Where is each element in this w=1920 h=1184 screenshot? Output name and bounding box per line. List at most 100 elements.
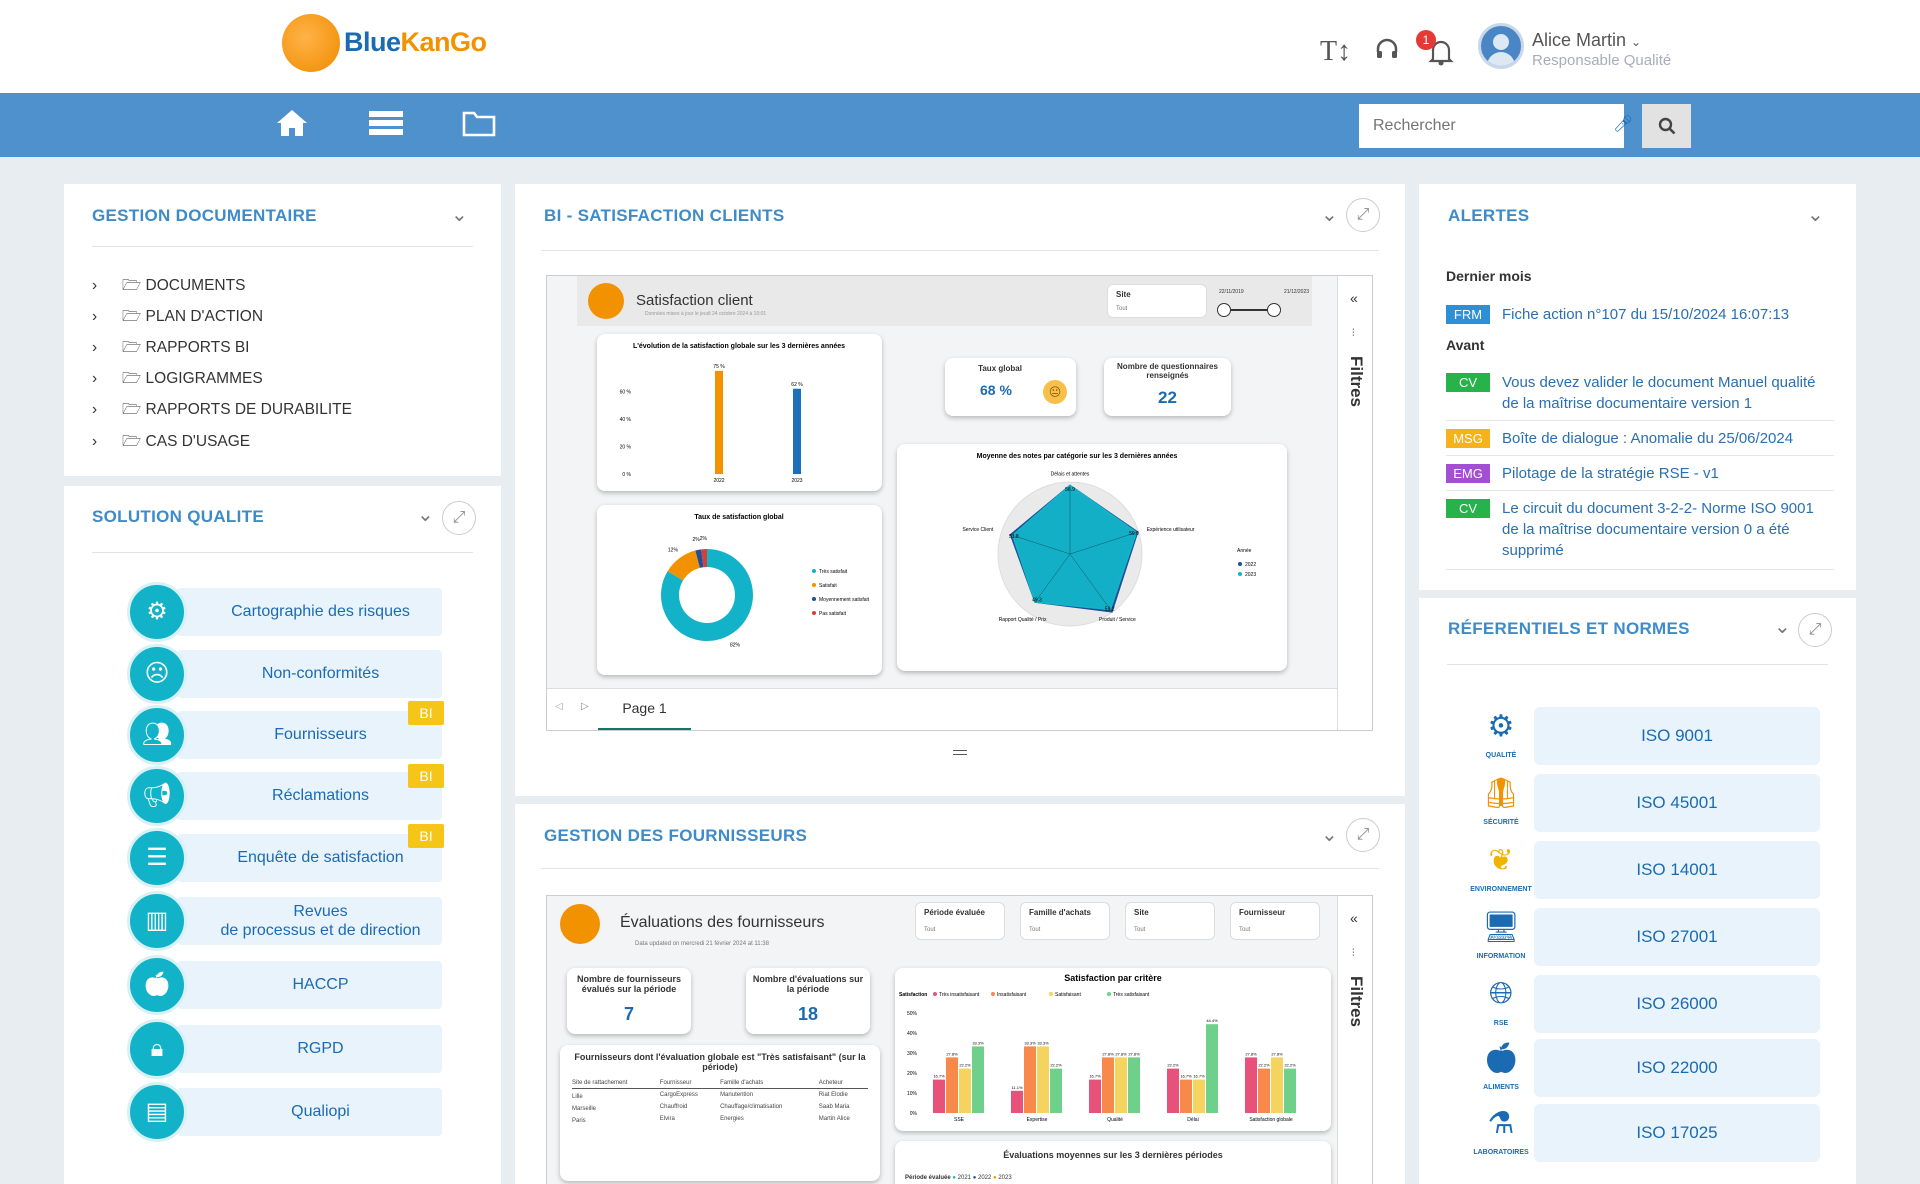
data-label: 11.1% [1011, 1085, 1022, 1090]
quality-item-suppliers[interactable]: 👥︎ Fournisseurs BI [127, 701, 444, 765]
quality-item-qualiopi[interactable]: ▤ Qualiopi [127, 1082, 444, 1142]
purchase-family-slicer[interactable]: Famille d'achats Tout [1020, 902, 1110, 940]
bar-Expertise-3 [1050, 1068, 1062, 1113]
y-tick-label: 30% [907, 1051, 918, 1057]
bar-SSE-0 [933, 1079, 945, 1113]
chevron-down-icon[interactable]: ⌄ [451, 204, 468, 226]
filters-pane[interactable]: « ⫶ Filtres [1337, 276, 1372, 730]
text-size-icon[interactable]: T↕ [1320, 36, 1352, 67]
chevron-down-icon[interactable]: ⌄ [1321, 824, 1338, 846]
chevron-right-icon[interactable]: › [92, 277, 98, 294]
quality-item-risk-mapping[interactable]: ⚙ Cartographie des risques [127, 582, 444, 642]
standard-iso-27001[interactable]: 🖥︎ INFORMATION ISO 27001 [1464, 908, 1820, 966]
chevron-down-icon[interactable]: ⌄ [417, 504, 434, 526]
chevron-right-icon[interactable]: › [92, 339, 98, 356]
chevron-down-icon[interactable]: ⌄ [1774, 616, 1791, 638]
y-tick-label: 40 % [620, 417, 632, 423]
data-label: 59.2 [1105, 607, 1115, 613]
bar-SSE-2 [959, 1068, 971, 1113]
chevron-right-icon[interactable]: › [92, 308, 98, 325]
bar-Qualité-2 [1115, 1057, 1127, 1113]
quality-item-haccp[interactable]: 🍎︎ HACCP [127, 955, 444, 1015]
data-label: 16.7% [1089, 1074, 1101, 1079]
date-range-slider[interactable] [1217, 303, 1281, 317]
avatar[interactable] [1478, 23, 1524, 69]
tree-item-bi-reports[interactable]: › 🗁 RAPPORTS BI [92, 339, 250, 356]
supplier-slicer[interactable]: Fournisseur Tout [1230, 902, 1320, 940]
kpi-evaluations-card: Nombre d'évaluations sur la période 18 [746, 968, 870, 1034]
chart-title: Moyenne des notes par catégorie sur les … [977, 453, 1178, 460]
chevron-right-icon[interactable]: › [92, 370, 98, 387]
tree-item-action-plan[interactable]: › 🗁 PLAN D'ACTION [92, 308, 264, 325]
powerbi-report-suppliers[interactable]: Évaluations des fournisseurs Data update… [546, 895, 1373, 1184]
quality-item-satisfaction-survey[interactable]: ☰ Enquête de satisfaction BI [127, 824, 444, 888]
tree-item-sustainability-reports[interactable]: › 🗁 RAPPORTS DE DURABILITE [92, 401, 352, 418]
quality-item-nonconformities[interactable]: ☹ Non-conformités [127, 644, 444, 704]
filters-pane[interactable]: « ⫶ Filtres [1337, 896, 1372, 1184]
prev-page-icon[interactable]: ◁ [555, 701, 563, 712]
standard-iso-22000[interactable]: 🍎︎ ALIMENTS ISO 22000 [1464, 1039, 1820, 1097]
headset-icon[interactable] [1374, 36, 1400, 69]
user-name[interactable]: Alice Martin ⌄ [1532, 30, 1642, 50]
standard-iso-45001[interactable]: 🦺︎ SÉCURITÉ ISO 45001 [1464, 774, 1820, 832]
standard-iso-9001[interactable]: ⚙ QUALITÉ ISO 9001 [1464, 707, 1820, 765]
risk-map-icon: ⚙ [127, 582, 187, 642]
tree-item-use-cases[interactable]: › 🗁 CAS D'USAGE [92, 433, 251, 450]
expand-icon[interactable]: ⤢ [1346, 818, 1380, 852]
y-tick-label: 40% [907, 1031, 918, 1037]
list-icon[interactable] [368, 108, 404, 146]
notification-badge: 1 [1416, 30, 1436, 50]
filter-icon: ⫶ [1352, 948, 1355, 959]
period-slicer[interactable]: Période évaluée Tout [915, 902, 1005, 940]
panel-title: GESTION DOCUMENTAIRE [92, 206, 317, 225]
data-label: 59.0 [1129, 531, 1139, 537]
expand-icon[interactable]: ⤢ [1346, 198, 1380, 232]
standard-iso-26000[interactable]: 🌐︎ RSE ISO 26000 [1464, 975, 1820, 1033]
divider [1446, 420, 1834, 421]
legend-marker [812, 569, 816, 573]
data-label: 22.2% [1050, 1063, 1062, 1068]
app-logo[interactable]: BlueKanGo [344, 27, 487, 57]
search-input[interactable] [1359, 104, 1624, 148]
expand-icon[interactable]: ⤢ [442, 501, 476, 535]
standard-iso-14001[interactable]: ❦ ENVIRONNEMENT ISO 14001 [1464, 841, 1820, 899]
lock-icon: 🔒︎ [127, 1019, 187, 1079]
collapse-icon[interactable]: « [1350, 910, 1358, 926]
quality-item-claims[interactable]: 📢︎ Réclamations BI [127, 764, 444, 826]
home-icon[interactable] [275, 108, 309, 146]
presentation-icon: ▥ [127, 891, 187, 951]
site-slicer[interactable]: Site Tout [1107, 284, 1207, 318]
legend-marker [1049, 992, 1053, 996]
standard-iso-17025[interactable]: ⚗ LABORATOIRES ISO 17025 [1464, 1104, 1820, 1162]
chevron-down-icon[interactable]: ⌄ [1321, 204, 1338, 226]
expand-icon[interactable]: ⤢ [1798, 613, 1832, 647]
chevron-down-icon[interactable]: ⌄ [1631, 35, 1642, 49]
resize-handle-icon[interactable] [953, 750, 967, 755]
chevron-right-icon[interactable]: › [92, 433, 98, 450]
next-page-icon[interactable]: ▷ [581, 701, 589, 712]
chevron-right-icon[interactable]: › [92, 401, 98, 418]
quality-item-reviews[interactable]: ▥ Revues de processus et de direction [127, 891, 444, 951]
plant-icon: ❦ [1488, 844, 1514, 877]
bell-icon[interactable] [1428, 38, 1454, 73]
axis-label: Délais et attentes [1051, 471, 1090, 477]
data-label: 33.3% [1037, 1040, 1049, 1045]
tab-page-1[interactable]: Page 1 [598, 689, 691, 730]
folder-icon[interactable] [462, 108, 496, 146]
bar-Satisfaction globale-1 [1258, 1068, 1270, 1113]
data-label: 27.8% [1271, 1051, 1283, 1056]
quality-icon: ⚙ [1487, 710, 1515, 743]
data-label: 27.8% [1102, 1051, 1114, 1056]
quality-item-rgpd[interactable]: 🔒︎ RGPD [127, 1019, 444, 1079]
search-button[interactable] [1642, 104, 1691, 148]
chevron-down-icon[interactable]: ⌄ [1807, 204, 1824, 226]
bar-2023 [793, 388, 801, 474]
tree-item-flowcharts[interactable]: › 🗁 LOGIGRAMMES [92, 370, 263, 387]
microphone-icon[interactable]: 🎤︎ [1613, 116, 1634, 133]
panel-title: SOLUTION QUALITE [92, 507, 264, 526]
legend-entry: 2023 [1245, 572, 1256, 578]
tree-item-documents[interactable]: › 🗁 DOCUMENTS [92, 277, 246, 294]
site-slicer[interactable]: Site Tout [1125, 902, 1215, 940]
powerbi-report-satisfaction[interactable]: Satisfaction client Données mises à jour… [546, 275, 1373, 731]
collapse-icon[interactable]: « [1350, 290, 1358, 306]
